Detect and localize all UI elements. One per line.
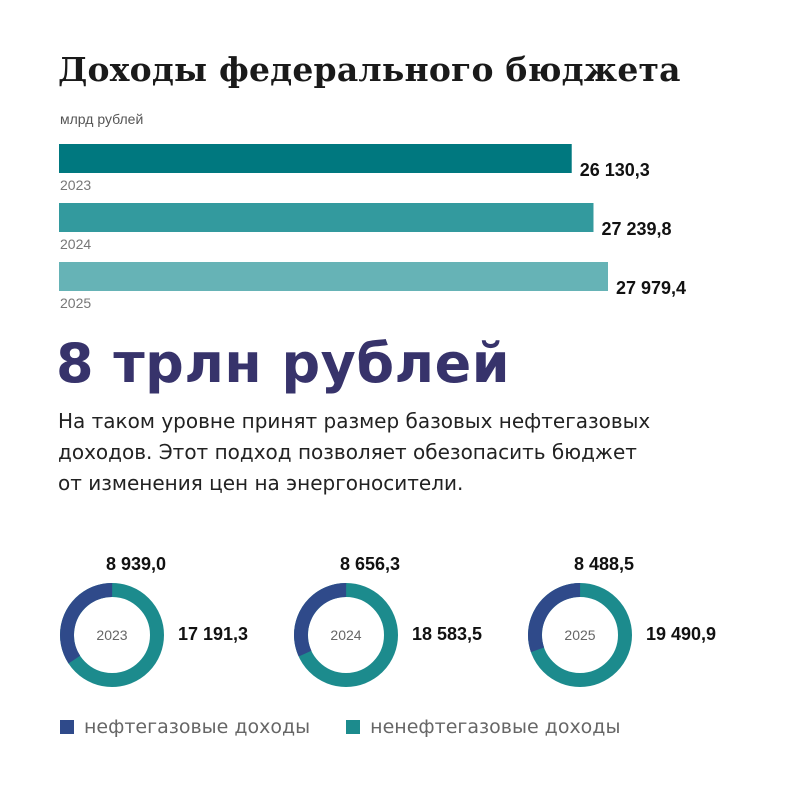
chart-title: Доходы федерального бюджета — [58, 50, 681, 89]
donut-value-non-oil-gas: 19 490,9 — [646, 624, 716, 644]
legend-swatch-non-oil-gas — [346, 720, 361, 734]
donut-slice-oil-gas — [59, 583, 164, 687]
highlight-description: На таком уровне принят размер базовых не… — [58, 406, 758, 499]
bar-value-label: 27 979,4 — [616, 278, 686, 298]
bar-category-label: 2023 — [60, 177, 91, 193]
donut-value-non-oil-gas: 18 583,5 — [412, 624, 482, 644]
highlight-value: 8 трлн рублей — [56, 332, 511, 395]
bar-category-label: 2025 — [60, 295, 91, 311]
description-line: от изменения цен на энергоносители. — [58, 471, 464, 495]
donut-value-oil-gas: 8 488,5 — [574, 554, 634, 574]
legend-label-oil-gas: нефтегазовые доходы — [84, 716, 311, 738]
legend-item-oil-gas: нефтегазовые доходы — [60, 716, 310, 738]
bar-value-label: 27 239,8 — [601, 219, 671, 239]
donut-value-oil-gas: 8 939,0 — [106, 554, 166, 574]
donut-slice-oil-gas — [528, 583, 633, 687]
description-line: доходов. Этот подход позволяет обезопаси… — [58, 440, 637, 464]
bar-2023 — [59, 144, 572, 173]
donut-2024: 2024 8 656,3 18 583,5 — [294, 554, 482, 687]
donut-value-oil-gas: 8 656,3 — [340, 554, 400, 574]
legend: нефтегазовые доходы ненефтегазовые доход… — [60, 712, 656, 742]
unit-label: млрд рублей — [60, 111, 144, 127]
revenue-bar-chart: 26 130,3 2023 27 239,8 2024 27 979,4 2025 — [59, 144, 686, 311]
donut-value-non-oil-gas: 17 191,3 — [178, 624, 248, 644]
donut-center-label: 2024 — [330, 627, 361, 643]
donut-center-label: 2025 — [564, 627, 595, 643]
bar-2024 — [59, 203, 594, 232]
bar-2025 — [59, 262, 608, 291]
description-line: На таком уровне принят размер базовых не… — [58, 409, 651, 433]
legend-label-non-oil-gas: ненефтегазовые доходы — [370, 716, 621, 738]
bar-category-label: 2024 — [60, 236, 91, 252]
bar-value-label: 26 130,3 — [580, 160, 650, 180]
donut-2023: 2023 8 939,0 17 191,3 — [59, 554, 248, 687]
donut-2025: 2025 8 488,5 19 490,9 — [528, 554, 716, 687]
legend-item-non-oil-gas: ненефтегазовые доходы — [346, 716, 620, 738]
legend-swatch-oil-gas — [60, 720, 74, 734]
donut-center-label: 2023 — [96, 627, 127, 643]
